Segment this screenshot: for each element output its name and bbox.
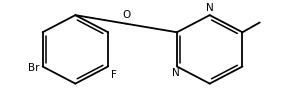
Text: F: F [111,70,117,80]
Text: Br: Br [28,63,40,74]
Text: O: O [122,10,130,20]
Text: N: N [172,68,180,78]
Text: N: N [206,3,214,13]
